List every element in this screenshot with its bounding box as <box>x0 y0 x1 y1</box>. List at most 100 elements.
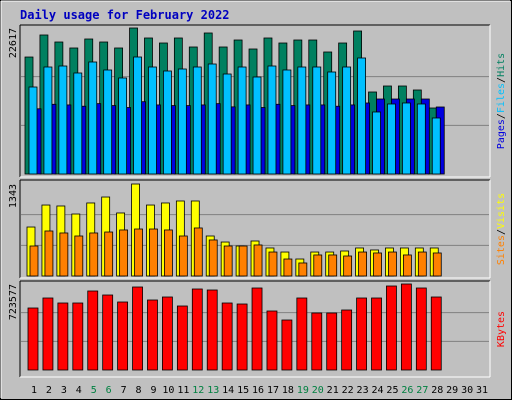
x-tick-label: 2 <box>46 385 52 396</box>
bar <box>416 103 426 175</box>
bar <box>326 312 338 371</box>
bar <box>253 244 263 277</box>
legend-entry: Files <box>496 83 507 113</box>
bar <box>283 258 293 277</box>
bar <box>72 302 84 371</box>
bar <box>208 239 218 277</box>
bar <box>327 71 337 175</box>
bar <box>102 294 114 371</box>
bar <box>57 302 69 371</box>
bar <box>27 307 39 371</box>
x-tick-label: 13 <box>207 385 219 396</box>
x-tick-label: 7 <box>121 385 127 396</box>
x-tick-label: 24 <box>371 385 383 396</box>
bar <box>372 111 381 175</box>
x-tick-label: 30 <box>461 385 473 396</box>
y-tick-label: 22617 <box>8 28 19 58</box>
legend-separator: / <box>496 77 507 83</box>
y-tick-label: 723577 <box>8 284 19 320</box>
bar <box>356 297 367 371</box>
legend-entry: Sites <box>496 235 507 265</box>
bar <box>268 251 278 277</box>
bar <box>117 301 129 371</box>
bar <box>73 72 83 175</box>
x-tick-label: 29 <box>446 385 458 396</box>
bar <box>134 228 143 277</box>
bar <box>312 66 322 175</box>
bar <box>387 103 396 175</box>
bar <box>29 245 39 277</box>
legend-entry: KBytes <box>496 311 507 347</box>
bar <box>193 227 203 277</box>
bar <box>149 228 158 277</box>
x-tick-label: 5 <box>91 385 97 396</box>
bar <box>415 287 427 371</box>
bar <box>296 297 308 371</box>
bar <box>207 63 217 175</box>
bar <box>103 69 113 175</box>
bar <box>266 310 278 371</box>
y-tick-label: 1343 <box>8 184 19 208</box>
bar <box>358 251 367 277</box>
bar <box>176 305 188 371</box>
x-tick-label: 21 <box>327 385 339 396</box>
bar <box>192 66 202 175</box>
bar <box>42 297 54 371</box>
bar <box>59 232 69 277</box>
chart-title: Daily usage for February 2022 <box>20 8 230 22</box>
x-tick-label: 19 <box>297 385 309 396</box>
legend-separator: / <box>496 229 507 235</box>
bar <box>162 296 173 371</box>
bar <box>58 65 68 175</box>
bar <box>281 319 293 371</box>
bar <box>222 73 232 175</box>
x-tick-label: 17 <box>267 385 279 396</box>
x-tick-label: 20 <box>312 385 324 396</box>
legend-entry: Pages <box>496 119 507 149</box>
bar <box>89 232 99 277</box>
bar <box>191 288 203 371</box>
x-tick-label: 10 <box>162 385 174 396</box>
bar <box>267 65 277 175</box>
bar <box>237 66 247 175</box>
bar <box>88 61 98 175</box>
bar <box>206 289 218 371</box>
x-tick-label: 3 <box>61 385 67 396</box>
bar <box>163 70 172 175</box>
bar <box>178 235 188 277</box>
x-tick-label: 25 <box>386 385 398 396</box>
x-tick-label: 18 <box>282 385 294 396</box>
bar <box>341 309 353 371</box>
bar <box>147 299 158 371</box>
bar <box>432 252 442 277</box>
bar <box>28 86 38 175</box>
bar <box>74 235 84 277</box>
x-tick-label: 9 <box>150 385 156 396</box>
bar <box>386 285 397 371</box>
legend-entry: Hits <box>496 53 507 77</box>
bar <box>400 283 412 371</box>
x-tick-label: 16 <box>252 385 264 396</box>
x-tick-label: 15 <box>237 385 249 396</box>
bar <box>118 77 128 175</box>
bar <box>44 230 54 277</box>
legend: Pages/Files/Hits <box>496 53 507 149</box>
legend-entry: Visits <box>496 193 507 229</box>
bar <box>343 255 353 277</box>
x-tick-label: 11 <box>177 385 189 396</box>
bar <box>43 66 53 175</box>
x-tick-label: 28 <box>431 385 443 396</box>
bar <box>328 254 338 277</box>
x-tick-label: 26 <box>401 385 413 396</box>
bar <box>236 303 248 371</box>
bar <box>177 68 187 175</box>
bar <box>148 66 157 175</box>
bar <box>417 251 427 277</box>
x-tick-label: 4 <box>76 385 82 396</box>
x-tick-label: 1 <box>31 385 37 396</box>
x-tick-label: 22 <box>342 385 354 396</box>
bar <box>388 251 397 277</box>
bar <box>223 245 233 277</box>
bar <box>282 69 292 175</box>
